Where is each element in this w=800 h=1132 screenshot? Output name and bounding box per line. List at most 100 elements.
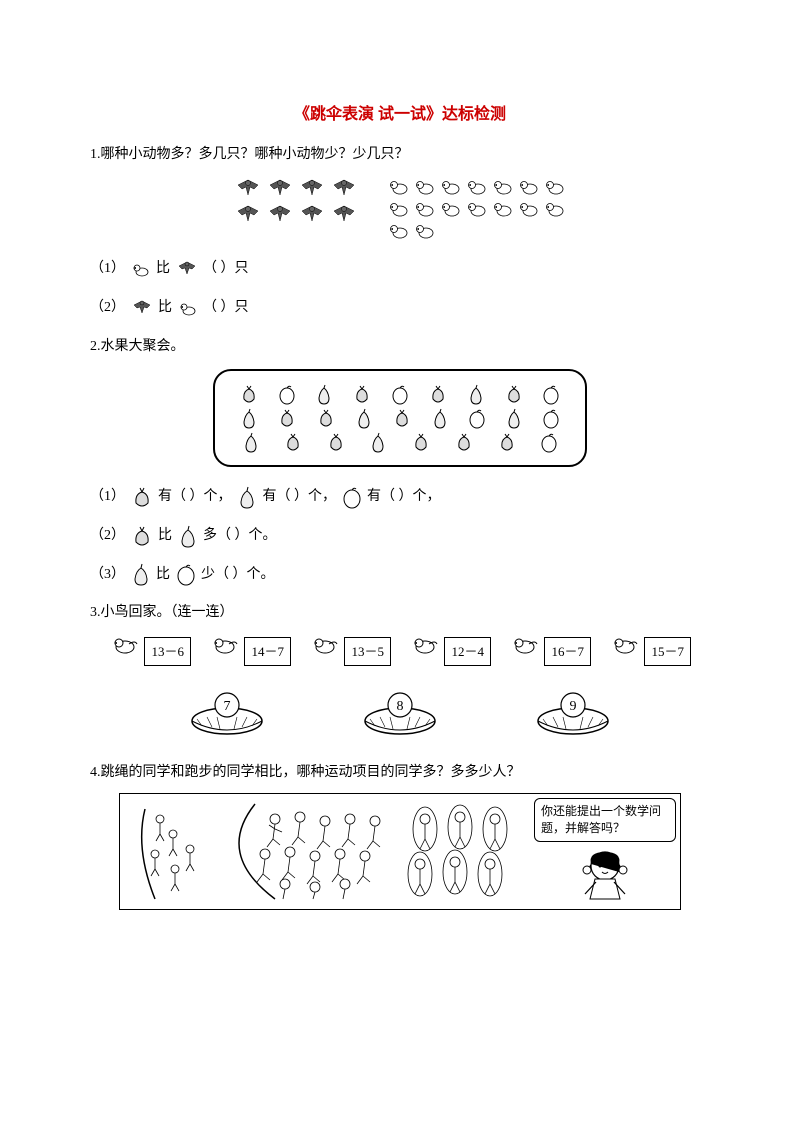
page-title: 《跳伞表演 试一试》达标检测 bbox=[90, 100, 710, 124]
bird-group bbox=[234, 177, 358, 239]
fruit-box bbox=[213, 369, 587, 467]
scene-box: 你还能提出一个数学问题，并解答吗？ bbox=[119, 793, 681, 910]
peach-icon bbox=[540, 431, 558, 453]
strawberry-icon bbox=[239, 383, 259, 405]
small-bird-icon bbox=[609, 634, 641, 656]
small-bird-icon bbox=[409, 634, 441, 656]
bird-row bbox=[234, 177, 358, 199]
duck-icon bbox=[492, 199, 514, 217]
blank[interactable]: 有（ ）个， bbox=[158, 489, 232, 504]
blank[interactable]: 有（ ）个， bbox=[263, 489, 337, 504]
pear-icon bbox=[369, 431, 387, 453]
expr-box: 16－7 bbox=[544, 637, 591, 666]
q2-text: 2.水果大聚会。 bbox=[90, 334, 710, 359]
nest-icon: 7 bbox=[187, 691, 267, 736]
pear-icon bbox=[467, 383, 485, 405]
pear-icon bbox=[242, 431, 260, 453]
expr-box: 13－5 bbox=[344, 637, 391, 666]
q2-sub3: （3） 比 少（ ）个。 bbox=[90, 560, 710, 591]
eagle-icon bbox=[330, 177, 358, 199]
duck-icon bbox=[388, 221, 410, 239]
bird-box-item[interactable]: 12－4 bbox=[409, 634, 491, 666]
nest-item[interactable]: 8 bbox=[360, 691, 440, 745]
question-2: 2.水果大聚会。 bbox=[90, 334, 710, 591]
question-4: 4.跳绳的同学和跑步的同学相比，哪种运动项目的同学多？多多少人？ bbox=[90, 760, 710, 910]
expr-box: 15－7 bbox=[644, 637, 691, 666]
eagle-icon bbox=[266, 177, 294, 199]
pear-icon bbox=[237, 485, 257, 509]
expr-box: 14－7 bbox=[244, 637, 291, 666]
label: （1） bbox=[90, 489, 125, 504]
strawberry-icon bbox=[131, 524, 153, 548]
scene-speaker: 你还能提出一个数学问题，并解答吗？ bbox=[530, 794, 680, 909]
q4-text: 4.跳绳的同学和跑步的同学相比，哪种运动项目的同学多？多多少人？ bbox=[90, 760, 710, 785]
blank[interactable]: 少（ ）个。 bbox=[201, 567, 275, 582]
nest-item[interactable]: 7 bbox=[187, 691, 267, 745]
svg-text:8: 8 bbox=[396, 699, 403, 714]
pear-icon bbox=[505, 407, 523, 429]
bird-box-item[interactable]: 14－7 bbox=[209, 634, 291, 666]
q2-sub1: （1） 有（ ）个， 有（ ）个， 有（ ）个， bbox=[90, 482, 710, 513]
strawberry-icon bbox=[497, 431, 517, 453]
svg-text:9: 9 bbox=[570, 699, 577, 714]
eagle-icon bbox=[131, 299, 153, 317]
duck-icon bbox=[440, 177, 462, 195]
duck-icon bbox=[544, 177, 566, 195]
peach-icon bbox=[391, 383, 409, 405]
expr-box: 13－6 bbox=[144, 637, 191, 666]
duck-icon bbox=[388, 177, 410, 195]
strawberry-icon bbox=[131, 485, 153, 509]
bird-box-item[interactable]: 15－7 bbox=[609, 634, 691, 666]
peach-icon bbox=[542, 383, 560, 405]
eagle-icon bbox=[298, 203, 326, 225]
small-bird-icon bbox=[309, 634, 341, 656]
bird-boxes: 13－6 14－7 13－5 12－4 16－7 15－7 bbox=[90, 634, 710, 666]
blank[interactable]: 有（ ）个， bbox=[367, 489, 441, 504]
pear-icon bbox=[431, 407, 449, 429]
eagle-icon bbox=[330, 203, 358, 225]
small-bird-icon bbox=[109, 634, 141, 656]
peach-icon bbox=[342, 485, 362, 509]
duck-icon bbox=[178, 300, 198, 316]
strawberry-icon bbox=[316, 407, 336, 429]
playground-icon bbox=[125, 799, 525, 904]
bird-box-item[interactable]: 16－7 bbox=[509, 634, 591, 666]
eagle-icon bbox=[266, 203, 294, 225]
nest-row: 7 8 9 bbox=[140, 691, 660, 745]
nest-item[interactable]: 9 bbox=[533, 691, 613, 745]
label: （2） bbox=[90, 528, 125, 543]
small-bird-icon bbox=[509, 634, 541, 656]
blank[interactable]: （ ）只 bbox=[203, 300, 249, 315]
fruit-row bbox=[230, 431, 570, 453]
bird-box-item[interactable]: 13－5 bbox=[309, 634, 391, 666]
pear-icon bbox=[315, 383, 333, 405]
duck-icon bbox=[414, 221, 436, 239]
q1-sub2: （2） 比 （ ）只 bbox=[90, 293, 710, 324]
pear-icon bbox=[131, 562, 151, 586]
scene-playground bbox=[120, 794, 530, 909]
fruit-row bbox=[230, 383, 570, 405]
label: 比 bbox=[156, 567, 170, 582]
duck-group bbox=[388, 177, 566, 239]
question-1: 1.哪种小动物多？多几只？哪种小动物少？少几只？ bbox=[90, 142, 710, 324]
duck-icon bbox=[492, 177, 514, 195]
strawberry-icon bbox=[504, 383, 524, 405]
fruit-row bbox=[230, 407, 570, 429]
label: 比 bbox=[158, 300, 172, 315]
peach-icon bbox=[278, 383, 296, 405]
duck-row bbox=[388, 177, 566, 195]
duck-icon bbox=[518, 199, 540, 217]
pear-icon bbox=[240, 407, 258, 429]
eagle-icon bbox=[234, 203, 262, 225]
girl-icon bbox=[570, 844, 640, 904]
eagle-icon bbox=[298, 177, 326, 199]
bird-box-item[interactable]: 13－6 bbox=[109, 634, 191, 666]
strawberry-icon bbox=[352, 383, 372, 405]
strawberry-icon bbox=[326, 431, 346, 453]
blank[interactable]: （ ）只 bbox=[203, 261, 249, 276]
blank[interactable]: 多（ ）个。 bbox=[203, 528, 277, 543]
strawberry-icon bbox=[392, 407, 412, 429]
nest-icon: 9 bbox=[533, 691, 613, 736]
duck-icon bbox=[466, 199, 488, 217]
strawberry-icon bbox=[428, 383, 448, 405]
